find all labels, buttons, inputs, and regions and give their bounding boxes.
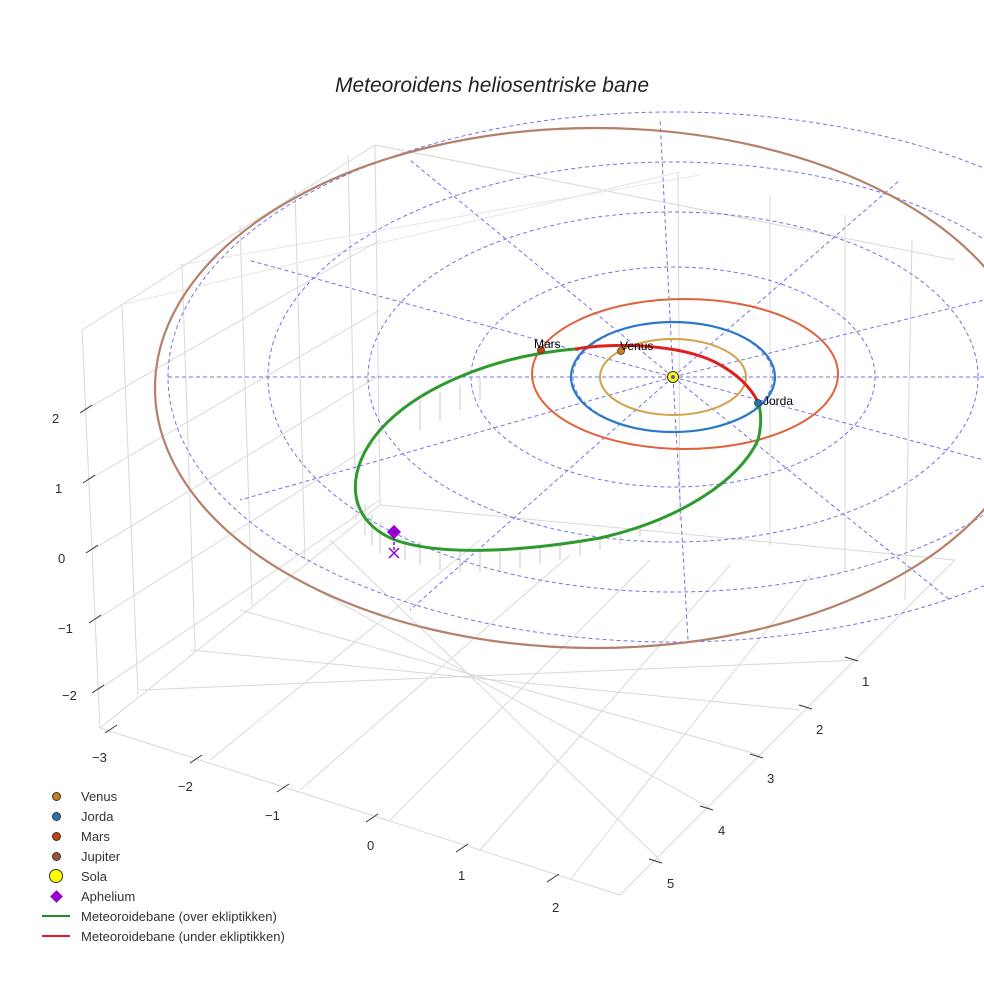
mars-marker[interactable] [537,346,545,354]
earth-dot-icon [51,811,61,821]
svg-text:2: 2 [816,722,823,737]
z-axis-ticks: 2 1 0 −1 −2 [52,411,77,703]
venus-orbit [599,338,747,416]
svg-text:0: 0 [58,551,65,566]
legend-item-jorda[interactable]: Jorda [38,806,285,826]
legend-item-jupiter[interactable]: Jupiter [38,846,285,866]
svg-text:0: 0 [367,838,374,853]
legend-item-sola[interactable]: Sola [38,866,285,886]
legend-item-aphelium[interactable]: Aphelium [38,886,285,906]
jupiter-dot-icon [51,851,61,861]
legend: Venus Jorda Mars Jupiter Sola Aphelium M… [38,786,285,946]
mars-dot-icon [51,831,61,841]
box-grid [81,144,956,896]
x-axis-ticks: −3 −2 −1 0 1 2 [92,750,559,915]
svg-text:3: 3 [767,771,774,786]
svg-text:1: 1 [862,674,869,689]
mars-orbit [531,298,839,450]
earth-marker[interactable] [754,399,762,407]
jupiter-orbit [154,126,984,650]
legend-item-orbit-under[interactable]: Meteoroidebane (under ekliptikken) [38,926,285,946]
venus-dot-icon [51,791,61,801]
svg-text:4: 4 [718,823,725,838]
legend-item-mars[interactable]: Mars [38,826,285,846]
venus-marker[interactable] [617,347,625,355]
earth-orbit [569,320,777,434]
meteoroid-orbit-over-ecliptic [353,347,763,552]
aphelium-marker[interactable] [386,524,402,540]
svg-text:−1: −1 [58,621,73,636]
diamond-icon [49,889,63,903]
venus-label: Venus [620,339,653,353]
svg-text:−2: −2 [178,779,193,794]
meteoroid-orbit-under-ecliptic [574,343,760,403]
red-line-icon [42,935,70,937]
svg-text:1: 1 [55,481,62,496]
legend-item-venus[interactable]: Venus [38,786,285,806]
svg-text:−2: −2 [62,688,77,703]
drop-lines [364,378,721,572]
svg-text:2: 2 [52,411,59,426]
sun-circle-icon [49,869,63,883]
svg-text:1: 1 [458,868,465,883]
svg-text:5: 5 [667,876,674,891]
sun-center-dot [671,375,675,379]
green-line-icon [42,915,70,917]
svg-text:−3: −3 [92,750,107,765]
mars-label: Mars [534,337,561,351]
aphelium-projection-x-icon [388,547,400,559]
ecliptic-grid [167,111,984,643]
svg-text:−1: −1 [265,808,280,823]
y-axis-ticks: 1 2 3 4 5 [667,674,869,891]
earth-label: Jorda [763,394,793,408]
tick-marks [79,404,859,883]
legend-item-orbit-over[interactable]: Meteoroidebane (over ekliptikken) [38,906,285,926]
svg-text:2: 2 [552,900,559,915]
chart-title: Meteoroidens heliosentriske bane [334,74,650,97]
